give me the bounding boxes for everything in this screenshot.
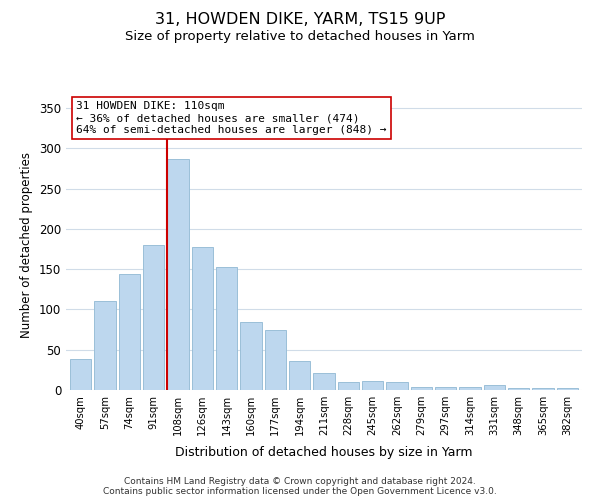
X-axis label: Distribution of detached houses by size in Yarm: Distribution of detached houses by size …: [175, 446, 473, 460]
Bar: [557, 388, 578, 390]
Text: 31 HOWDEN DIKE: 110sqm
← 36% of detached houses are smaller (474)
64% of semi-de: 31 HOWDEN DIKE: 110sqm ← 36% of detached…: [76, 102, 387, 134]
Bar: [435, 387, 457, 390]
Text: 31, HOWDEN DIKE, YARM, TS15 9UP: 31, HOWDEN DIKE, YARM, TS15 9UP: [155, 12, 445, 28]
Bar: [362, 381, 383, 390]
Bar: [191, 246, 213, 390]
Bar: [532, 388, 554, 390]
Bar: [94, 302, 116, 390]
Bar: [484, 385, 505, 390]
Bar: [265, 330, 286, 390]
Bar: [240, 322, 262, 390]
Bar: [167, 159, 188, 390]
Bar: [289, 361, 310, 390]
Bar: [70, 360, 91, 390]
Bar: [410, 387, 432, 390]
Bar: [338, 382, 359, 390]
Bar: [313, 373, 335, 390]
Bar: [460, 387, 481, 390]
Text: Size of property relative to detached houses in Yarm: Size of property relative to detached ho…: [125, 30, 475, 43]
Text: Contains HM Land Registry data © Crown copyright and database right 2024.
Contai: Contains HM Land Registry data © Crown c…: [103, 476, 497, 496]
Bar: [143, 245, 164, 390]
Bar: [386, 382, 408, 390]
Bar: [119, 274, 140, 390]
Bar: [216, 267, 238, 390]
Bar: [508, 388, 529, 390]
Y-axis label: Number of detached properties: Number of detached properties: [20, 152, 34, 338]
